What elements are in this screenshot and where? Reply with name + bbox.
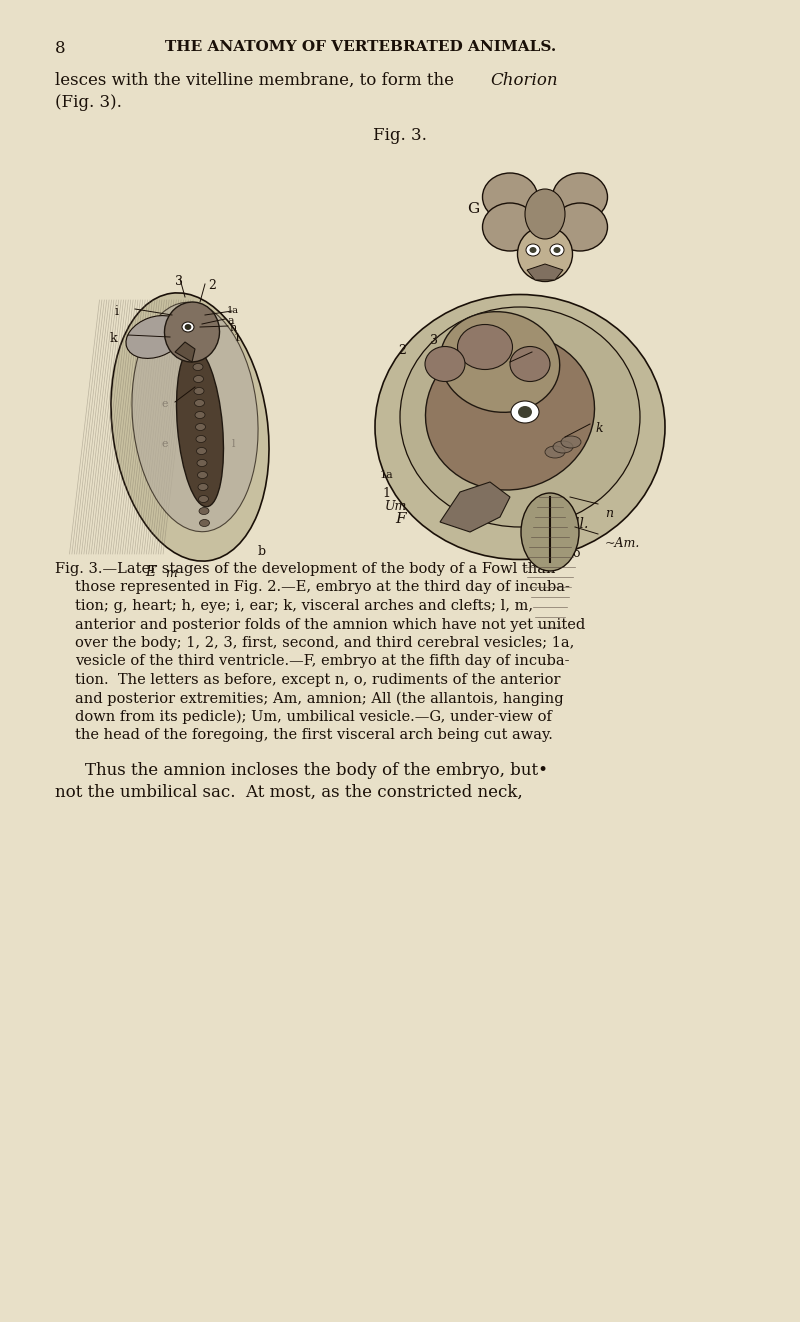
Ellipse shape: [193, 364, 203, 370]
Text: 8: 8: [55, 40, 66, 57]
Text: All.: All.: [565, 517, 588, 531]
Text: vesicle of the third ventricle.—F, embryo at the fifth day of incuba-: vesicle of the third ventricle.—F, embry…: [75, 654, 570, 669]
Text: ~Am.: ~Am.: [605, 537, 640, 550]
Text: 1: 1: [382, 486, 390, 500]
Text: down from its pedicle); Um, umbilical vesicle.—G, under-view of: down from its pedicle); Um, umbilical ve…: [75, 710, 552, 724]
Ellipse shape: [518, 226, 573, 282]
Text: i: i: [115, 305, 119, 319]
Ellipse shape: [132, 303, 258, 531]
Ellipse shape: [518, 406, 532, 418]
Ellipse shape: [550, 245, 564, 256]
Text: Fig. 3.—Later stages of the development of the body of a Fowl than: Fig. 3.—Later stages of the development …: [55, 562, 555, 576]
Text: Fig. 3.: Fig. 3.: [373, 127, 427, 144]
Ellipse shape: [198, 484, 208, 490]
Text: and posterior extremities; Am, amnion; All (the allantois, hanging: and posterior extremities; Am, amnion; A…: [75, 691, 564, 706]
Ellipse shape: [521, 493, 579, 571]
Text: the head of the foregoing, the first visceral arch being cut away.: the head of the foregoing, the first vis…: [75, 728, 553, 743]
Text: h: h: [230, 323, 238, 333]
Text: n: n: [605, 508, 613, 520]
Ellipse shape: [561, 436, 581, 448]
Ellipse shape: [525, 189, 565, 239]
Text: not the umbilical sac.  At most, as the constricted neck,: not the umbilical sac. At most, as the c…: [55, 784, 522, 801]
Text: k: k: [110, 332, 118, 345]
Text: e: e: [162, 399, 169, 408]
Ellipse shape: [126, 316, 184, 358]
Ellipse shape: [554, 247, 561, 253]
Ellipse shape: [553, 173, 607, 221]
Text: tion; g, heart; h, eye; i, ear; k, visceral arches and clefts; l, m,: tion; g, heart; h, eye; i, ear; k, visce…: [75, 599, 533, 613]
Text: g: g: [208, 397, 215, 407]
Ellipse shape: [111, 293, 269, 561]
Ellipse shape: [553, 204, 607, 251]
Text: E: E: [145, 564, 155, 579]
Ellipse shape: [194, 399, 205, 406]
Ellipse shape: [199, 520, 210, 526]
Text: 3: 3: [430, 334, 438, 346]
Ellipse shape: [425, 346, 465, 382]
Text: G: G: [467, 202, 479, 215]
Ellipse shape: [198, 496, 209, 502]
Ellipse shape: [198, 472, 207, 479]
Ellipse shape: [440, 312, 560, 412]
Ellipse shape: [197, 448, 206, 455]
Ellipse shape: [426, 334, 594, 490]
Text: b: b: [258, 545, 266, 558]
Ellipse shape: [199, 508, 209, 514]
Ellipse shape: [530, 247, 537, 253]
Text: e: e: [162, 439, 169, 449]
Ellipse shape: [375, 295, 665, 559]
Text: F: F: [395, 512, 406, 526]
Text: m: m: [165, 567, 177, 580]
Ellipse shape: [553, 442, 573, 453]
Ellipse shape: [510, 346, 550, 382]
Text: anterior and posterior folds of the amnion which have not yet united: anterior and posterior folds of the amni…: [75, 617, 586, 632]
Polygon shape: [440, 483, 510, 531]
Ellipse shape: [511, 401, 539, 423]
Ellipse shape: [195, 423, 206, 431]
Ellipse shape: [545, 446, 565, 457]
Text: tion.  The letters as before, except n, o, rudiments of the anterior: tion. The letters as before, except n, o…: [75, 673, 561, 687]
Text: Um: Um: [385, 500, 407, 513]
Ellipse shape: [195, 411, 205, 419]
Ellipse shape: [526, 245, 540, 256]
Ellipse shape: [196, 435, 206, 443]
Text: over the body; 1, 2, 3, first, second, and third cerebral vesicles; 1a,: over the body; 1, 2, 3, first, second, a…: [75, 636, 574, 650]
Text: 1a: 1a: [227, 305, 239, 315]
Text: lesces with the vitelline membrane, to form the: lesces with the vitelline membrane, to f…: [55, 71, 454, 89]
Polygon shape: [175, 342, 195, 362]
Ellipse shape: [400, 307, 640, 527]
Text: 2: 2: [398, 344, 406, 357]
Polygon shape: [527, 264, 563, 280]
Text: l: l: [232, 439, 235, 449]
Ellipse shape: [165, 301, 219, 362]
Text: Thus the amnion incloses the body of the embryo, but•: Thus the amnion incloses the body of the…: [85, 761, 548, 779]
Ellipse shape: [458, 324, 513, 370]
Text: o: o: [572, 547, 579, 561]
Text: k: k: [595, 422, 602, 435]
Ellipse shape: [194, 375, 203, 382]
Text: 1: 1: [234, 333, 241, 342]
Text: a: a: [227, 316, 234, 327]
Ellipse shape: [185, 324, 191, 329]
Text: (Fig. 3).: (Fig. 3).: [55, 94, 122, 111]
Text: 2: 2: [208, 279, 216, 292]
Ellipse shape: [482, 173, 538, 221]
Ellipse shape: [482, 204, 538, 251]
Ellipse shape: [197, 460, 207, 467]
Text: d: d: [208, 483, 215, 492]
Ellipse shape: [194, 387, 204, 394]
Ellipse shape: [177, 348, 223, 506]
Text: 3: 3: [175, 275, 183, 288]
Text: Chorion: Chorion: [490, 71, 558, 89]
Text: those represented in Fig. 2.—E, embryo at the third day of incuba-: those represented in Fig. 2.—E, embryo a…: [75, 580, 570, 595]
Text: 1a: 1a: [380, 471, 394, 480]
Text: THE ANATOMY OF VERTEBRATED ANIMALS.: THE ANATOMY OF VERTEBRATED ANIMALS.: [165, 40, 556, 54]
Ellipse shape: [182, 323, 194, 332]
Text: h: h: [540, 354, 548, 368]
